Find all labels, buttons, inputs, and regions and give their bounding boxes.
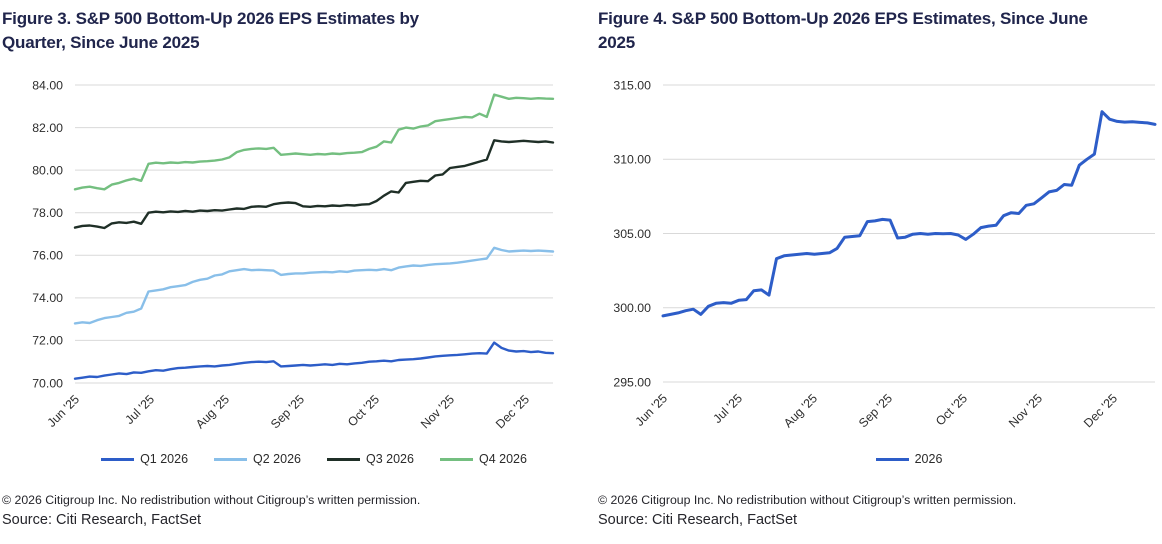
x-axis-tick-label: Nov '25 [418,392,457,431]
y-axis-tick-label: 300.00 [613,301,651,315]
legend-label: 2026 [914,452,943,466]
figure3-panel: Figure 3. S&P 500 Bottom-Up 2026 EPS Est… [0,0,570,544]
figure4-legend: 2026 [663,452,1155,466]
legend-item: Q2 2026 [214,452,301,466]
legend-swatch [439,457,473,461]
y-axis-tick-label: 72.00 [32,334,63,348]
legend-label: Q3 2026 [366,452,414,466]
x-axis-tick-label: Sep '25 [268,392,307,431]
y-axis-tick-label: 74.00 [32,291,63,305]
legend-swatch [214,457,248,461]
x-axis-tick-label: Jul '25 [710,391,745,426]
figure4-panel: Figure 4. S&P 500 Bottom-Up 2026 EPS Est… [582,0,1162,544]
y-axis-tick-label: 315.00 [613,78,651,92]
legend-label: Q4 2026 [478,452,527,466]
series-line-2026 [661,110,1157,318]
source-note: Source: Citi Research, FactSet [598,512,798,528]
legend-label: Q2 2026 [253,452,301,466]
series-line-q2-2026 [73,246,555,325]
figure3-chart: 84.00 82.00 80.00 78.00 76.00 74.00 72.00 70.00… [32,78,555,431]
x-axis-tick-label: Aug '25 [781,391,820,430]
y-axis-tick-label: 76.00 [32,249,63,263]
x-axis-tick-label: Dec '25 [1081,391,1120,430]
x-axis-tick-label: Dec '25 [493,392,532,431]
x-axis-tick-label: Nov '25 [1006,391,1045,430]
legend-swatch [327,457,360,461]
x-axis-tick-label: Sep '25 [856,391,895,430]
x-axis-tick-label: Oct '25 [345,392,382,429]
y-axis-tick-label: 295.00 [613,375,651,389]
series-line-q3-2026 [73,139,555,230]
legend-item: Q3 2026 [327,452,414,466]
y-axis-tick-label: 80.00 [32,163,63,177]
legend-label: Q1 2026 [140,452,189,466]
legend-item: Q4 2026 [439,452,527,466]
source-note: Source: Citi Research, FactSet [2,512,202,528]
figure4-title: Figure 4. S&P 500 Bottom-Up 2026 EPS Est… [598,9,1088,52]
y-axis-tick-label: 310.00 [613,153,651,167]
y-axis-tick-label: 78.00 [32,206,63,220]
figure3-title: Figure 3. S&P 500 Bottom-Up 2026 EPS Est… [2,9,419,52]
series-line-q4-2026 [73,93,555,191]
copyright-note: © 2026 Citigroup Inc. No redistribution … [2,493,421,507]
y-axis-tick-label: 82.00 [32,121,63,135]
x-axis-tick-label: Jul '25 [122,392,157,427]
copyright-note: © 2026 Citigroup Inc. No redistribution … [598,493,1017,507]
x-axis-tick-label: Oct '25 [933,391,970,428]
x-axis-tick-label: Jun '25 [632,391,670,429]
y-axis-tick-label: 305.00 [613,227,651,241]
series-line-q1-2026 [73,341,555,380]
figure4-chart: 315.00 310.00 305.00 300.00 295.00 Jun '25 Jul… [613,78,1157,430]
x-axis-tick-label: Aug '25 [193,392,232,431]
legend-item: Q1 2026 [101,452,188,466]
y-axis-tick-label: 84.00 [32,78,63,92]
y-axis-tick-label: 70.00 [32,376,63,390]
legend-swatch [101,457,135,461]
figure3-legend: Q1 2026 Q2 2026 Q3 2026 Q4 2026 [75,452,553,466]
x-axis-tick-label: Jun '25 [44,392,82,430]
legend-item: 2026 [875,452,943,466]
legend-swatch [875,457,909,461]
